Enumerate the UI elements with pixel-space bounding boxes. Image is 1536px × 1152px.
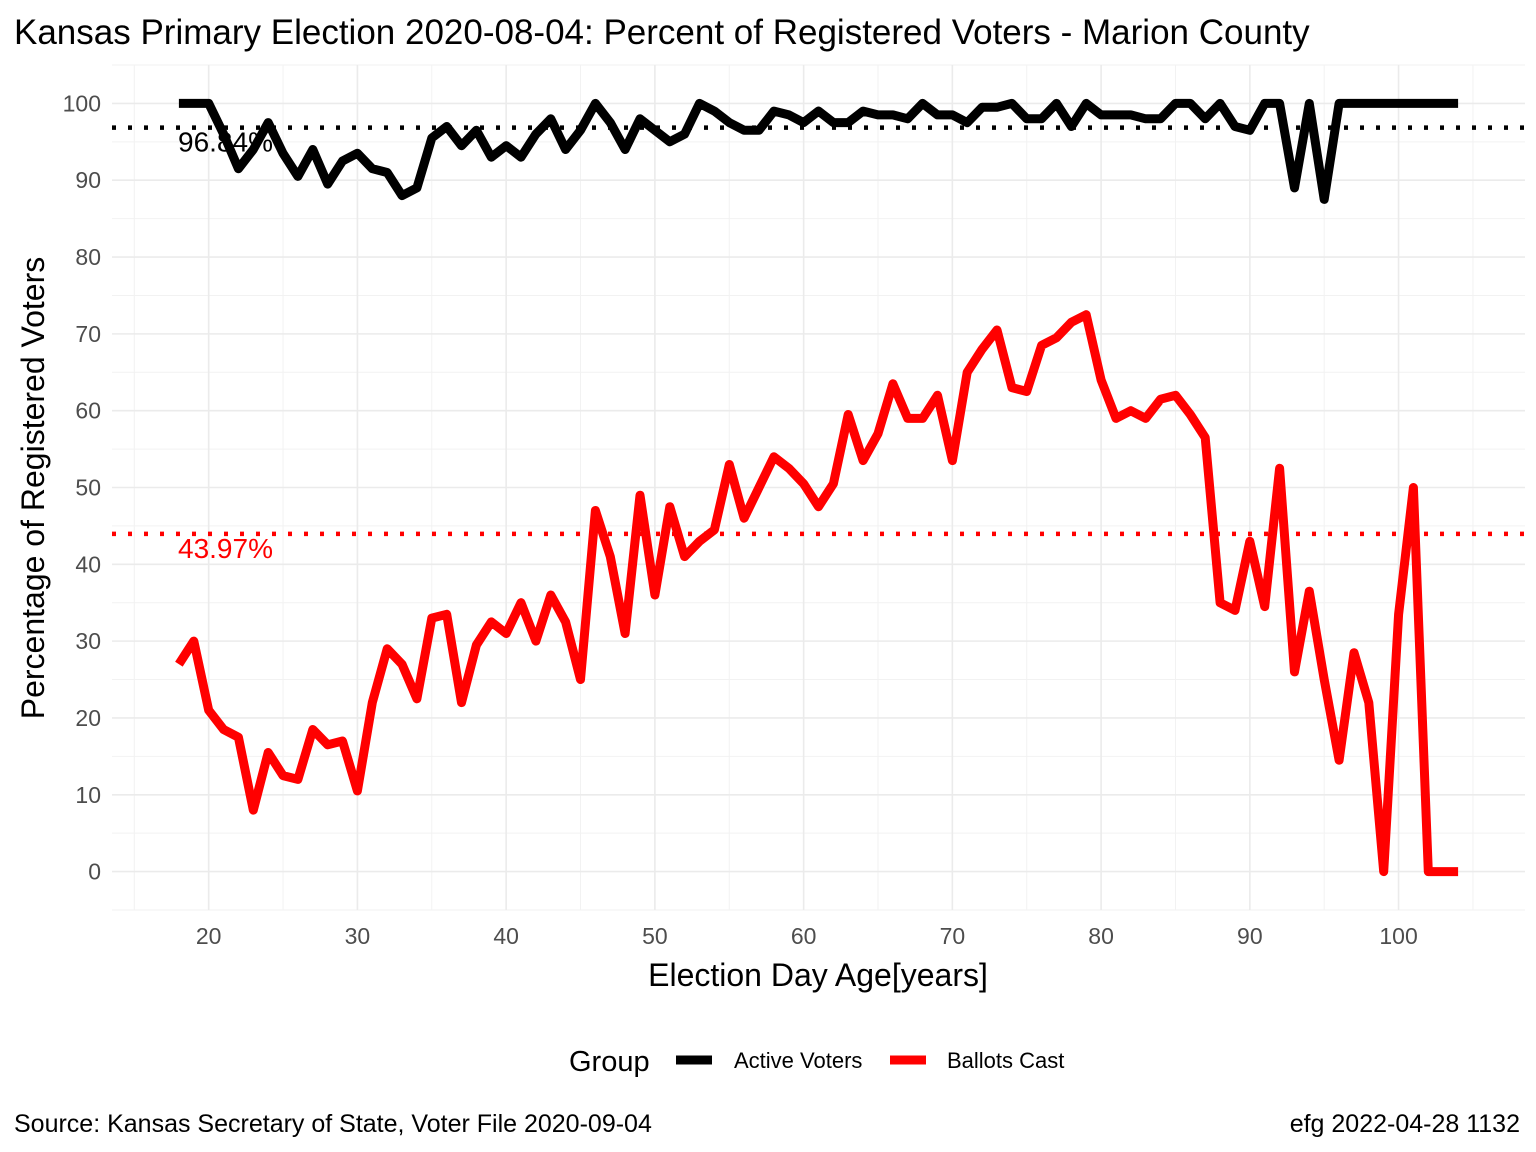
y-tick-label: 50 [75, 475, 101, 501]
legend: Group Active Voters Ballots Cast [569, 1046, 1064, 1078]
reference-lines [112, 125, 1525, 537]
legend-title: Group [569, 1046, 650, 1078]
reference-label: 43.97% [178, 533, 273, 564]
grid-minor [112, 64, 1525, 911]
x-tick-label: 30 [345, 923, 371, 949]
y-tick-label: 20 [75, 705, 101, 731]
x-tick-label: 40 [493, 923, 519, 949]
x-tick-label: 90 [1237, 923, 1263, 949]
y-tick-label: 60 [75, 398, 101, 424]
y-tick-label: 10 [75, 782, 101, 808]
y-tick-label: 100 [63, 90, 101, 116]
x-tick-label: 80 [1088, 923, 1114, 949]
caption-source: Source: Kansas Secretary of State, Voter… [14, 1110, 652, 1138]
caption-credit: efg 2022-04-28 1132 [1290, 1110, 1520, 1138]
legend-label-ballots-cast: Ballots Cast [947, 1048, 1064, 1073]
y-tick-label: 0 [88, 859, 101, 885]
series-line-active-voters [178, 98, 1459, 204]
x-tick-label: 100 [1379, 923, 1417, 949]
y-tick-label: 30 [75, 628, 101, 654]
y-tick-label: 80 [75, 244, 101, 270]
reference-labels: 96.84% 43.97% [178, 127, 273, 564]
y-tick-label: 70 [75, 321, 101, 347]
reference-label: 96.84% [178, 127, 273, 158]
y-axis-title: Percentage of Registered Voters [15, 257, 51, 720]
grid-major [112, 65, 1525, 910]
legend-label-active-voters: Active Voters [734, 1048, 862, 1073]
y-axis-ticks: 0 10 20 30 40 50 60 70 80 90 100 [63, 90, 101, 884]
x-tick-label: 20 [196, 923, 222, 949]
series-line-ballots-cast [175, 310, 1459, 877]
chart-title: Kansas Primary Election 2020-08-04: Perc… [14, 13, 1310, 52]
y-tick-label: 90 [75, 167, 101, 193]
x-tick-label: 70 [940, 923, 966, 949]
y-tick-label: 40 [75, 551, 101, 577]
x-axis-title: Election Day Age[years] [648, 957, 988, 993]
x-tick-label: 60 [791, 923, 817, 949]
series-lines [175, 98, 1459, 877]
x-axis-ticks: 20 30 40 50 60 70 80 90 100 [196, 923, 1418, 949]
x-tick-label: 50 [642, 923, 668, 949]
